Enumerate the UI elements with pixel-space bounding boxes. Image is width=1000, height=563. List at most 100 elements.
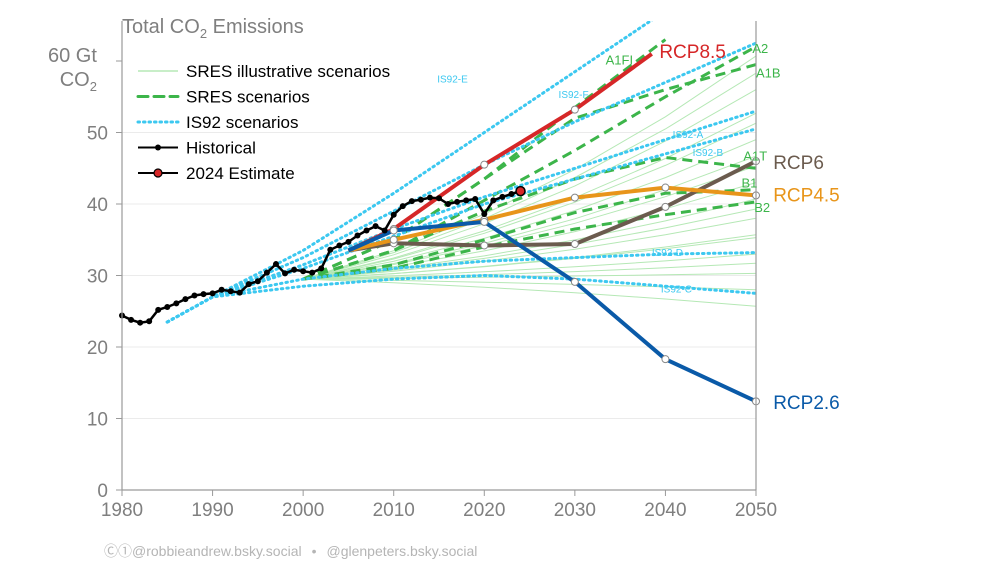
sres-illustrative-line xyxy=(303,139,756,280)
historical-point xyxy=(309,269,316,276)
x-tick-label: 2020 xyxy=(463,500,505,521)
is92-label-is92-a: IS92-A xyxy=(673,130,704,141)
rcp-marker xyxy=(570,193,579,202)
sres-illustrative-line xyxy=(303,155,756,280)
historical-point xyxy=(146,318,153,325)
historical-point xyxy=(390,211,397,218)
historical-point xyxy=(263,269,270,276)
y-tick-label: 0 xyxy=(97,481,108,502)
historical-point xyxy=(300,268,307,275)
rcp-marker xyxy=(661,183,670,192)
rcp-marker xyxy=(480,241,489,250)
sres-illustrative-line xyxy=(303,217,756,280)
historical-series xyxy=(119,185,526,326)
historical-point xyxy=(200,291,207,298)
historical-point xyxy=(155,306,162,313)
sres-illustrative-line xyxy=(302,89,756,280)
is92-line-is92-c xyxy=(165,273,756,324)
rcp-marker xyxy=(570,240,579,249)
rcp-label: RCP6 xyxy=(773,153,824,174)
sres-label-a1b: A1B xyxy=(756,65,781,80)
estimate-2024-point xyxy=(515,185,526,197)
legend-marker xyxy=(155,144,161,151)
historical-point xyxy=(372,223,379,230)
historical-point xyxy=(426,194,433,201)
rcp-series-rcp26: RCP2.6 xyxy=(347,217,840,414)
x-tick-label: 2030 xyxy=(554,500,596,521)
rcp-marker xyxy=(480,217,489,226)
historical-point xyxy=(245,281,252,288)
historical-point xyxy=(137,319,144,326)
legend-entry: Historical xyxy=(138,139,256,158)
y-tick-label: 30 xyxy=(87,267,108,288)
rcp-label: RCP2.6 xyxy=(773,393,840,414)
sres-label-b1: B1 xyxy=(742,176,758,191)
x-tick-label: 1990 xyxy=(191,500,233,521)
sres-illustrative-line xyxy=(302,112,756,280)
rcp-marker xyxy=(389,235,398,244)
historical-point xyxy=(381,227,388,234)
rcp-series-rcp45: RCP4.5 xyxy=(347,183,840,253)
x-tick-label: 1980 xyxy=(101,500,143,521)
historical-point xyxy=(173,300,180,307)
sres-line-b2 xyxy=(302,200,756,281)
legend-entry: SRES scenarios xyxy=(136,88,310,107)
is92-label-is92-e: IS92-E xyxy=(437,74,468,85)
sres-line-a1t xyxy=(302,155,756,281)
x-tick-label: 2000 xyxy=(282,500,324,521)
rcp-marker xyxy=(661,355,670,364)
scenario-labels: A1FI A2 A1B A1T B1 B2 IS92-E IS92-F IS92-A IS92-B… xyxy=(437,41,780,296)
historical-point xyxy=(327,246,334,253)
historical-point xyxy=(399,203,406,210)
rcp-marker xyxy=(661,202,670,211)
y-tick-label: 20 xyxy=(87,338,108,359)
rcp-marker xyxy=(570,277,579,286)
historical-point xyxy=(490,197,497,204)
x-tick-label: 2050 xyxy=(735,500,777,521)
historical-point xyxy=(291,266,298,273)
x-tick-label: 2010 xyxy=(373,500,415,521)
chart-title: Total CO2 Emissions xyxy=(122,16,304,41)
y-tick-label: 40 xyxy=(87,195,108,216)
legend: SRES illustrative scenarios SRES scenario… xyxy=(136,62,390,183)
legend-label: IS92 scenarios xyxy=(186,113,298,132)
legend-label: Historical xyxy=(186,139,256,158)
legend-entry: IS92 scenarios xyxy=(136,113,298,132)
sres-label-b2: B2 xyxy=(754,200,770,215)
rcp-marker xyxy=(389,226,398,235)
rcp-label: RCP4.5 xyxy=(773,186,840,207)
x-tick-label: 2040 xyxy=(644,500,686,521)
is92-label-is92-c: IS92-C xyxy=(661,285,692,296)
y-tick-label: 50 xyxy=(87,124,108,145)
historical-point xyxy=(318,265,325,272)
sres-label-a1t: A1T xyxy=(743,148,767,163)
sres-illustrative-line xyxy=(302,122,756,280)
historical-point xyxy=(345,238,352,245)
is92-label-is92-f: IS92-F xyxy=(559,90,589,101)
historical-point xyxy=(445,201,452,207)
historical-point xyxy=(408,198,415,205)
rcp-marker xyxy=(480,160,489,169)
axes: 1980 1990 2000 2010 2020 2030 2040 205001020304… xyxy=(87,21,777,521)
legend-label: SRES scenarios xyxy=(186,88,310,107)
legend-label: 2024 Estimate xyxy=(186,164,295,183)
historical-point xyxy=(354,232,361,239)
rcp-line xyxy=(347,52,653,253)
historical-point xyxy=(417,196,424,203)
sres-illustrative-line xyxy=(302,72,756,280)
historical-point xyxy=(218,286,225,293)
y-axis-label: 60 Gt CO2 xyxy=(48,44,97,99)
legend-entry: SRES illustrative scenarios xyxy=(138,62,390,81)
historical-point xyxy=(454,198,461,205)
is92-label-is92-d: IS92-D xyxy=(652,248,683,259)
historical-point xyxy=(436,195,442,202)
historical-point xyxy=(499,193,506,200)
is92-label-is92-b: IS92-B xyxy=(693,148,724,159)
historical-point xyxy=(472,195,479,202)
historical-point xyxy=(209,290,216,297)
historical-point xyxy=(282,270,289,277)
historical-point xyxy=(227,288,234,295)
historical-point xyxy=(508,190,515,197)
rcp-series-rcp85: RCP8.5 xyxy=(347,42,726,253)
